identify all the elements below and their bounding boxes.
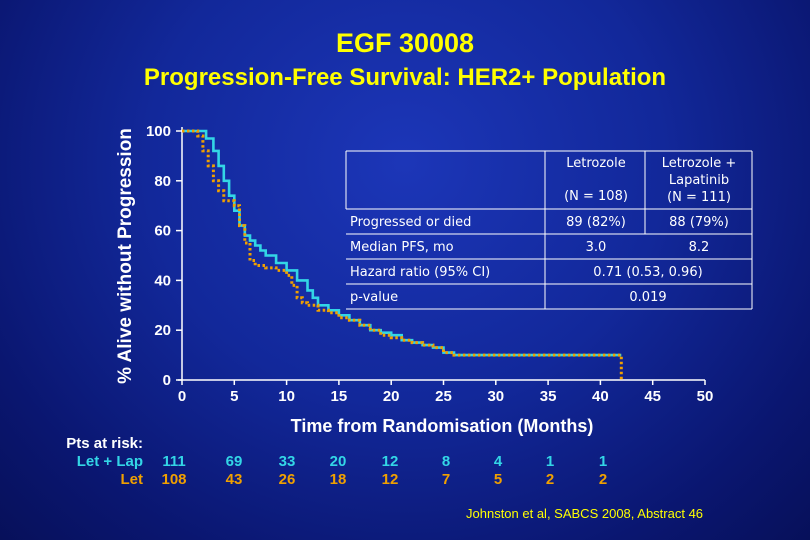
citation: Johnston et al, SABCS 2008, Abstract 46 <box>466 506 703 521</box>
col1-n: (N = 108) <box>564 189 628 204</box>
at-risk-label-let-lap: Let + Lap <box>77 453 143 470</box>
row-label-hazard-ratio: Hazard ratio (95% CI) <box>350 265 490 280</box>
row-label-p-value: p-value <box>350 290 398 305</box>
y-tick-label: 60 <box>154 223 171 240</box>
at-risk-value: 69 <box>226 453 243 470</box>
at-risk-value: 2 <box>546 471 554 488</box>
summary-table: Letrozole (N = 108) Letrozole + Lapatini… <box>345 150 753 310</box>
y-tick-label: 20 <box>154 322 171 339</box>
at-risk-table: Pts at risk: Let + Lap Let 111 69 33 20 12 8 4… <box>66 435 607 488</box>
col2-header-line3: (N = 111) <box>667 190 731 205</box>
y-tick-label: 80 <box>154 173 171 190</box>
at-risk-value: 20 <box>330 453 347 470</box>
x-tick-label: 30 <box>487 388 504 405</box>
x-tick-label: 50 <box>697 388 714 405</box>
at-risk-value: 5 <box>494 471 502 488</box>
row-label-median-pfs: Median PFS, mo <box>350 240 454 255</box>
x-tick-label: 35 <box>540 388 557 405</box>
x-tick-label: 25 <box>435 388 452 405</box>
at-risk-value: 43 <box>226 471 243 488</box>
x-tick-label: 0 <box>178 388 186 405</box>
series-line-let_lap <box>182 129 622 357</box>
at-risk-value: 7 <box>442 471 450 488</box>
row-median-pfs-col2: 8.2 <box>689 240 710 255</box>
series-line-let <box>182 129 623 380</box>
row-p-value-value: 0.019 <box>629 290 666 305</box>
x-tick-label: 45 <box>644 388 661 405</box>
row-progressed-col2: 88 (79%) <box>669 215 729 230</box>
at-risk-value: 26 <box>279 471 296 488</box>
at-risk-value: 4 <box>494 453 503 470</box>
col2-header-line1: Letrozole + <box>662 156 737 171</box>
x-tick-label: 10 <box>278 388 295 405</box>
col2-header-line2: Lapatinib <box>669 173 729 188</box>
at-risk-value: 2 <box>599 471 607 488</box>
at-risk-value: 1 <box>599 453 607 470</box>
x-tick-label: 40 <box>592 388 609 405</box>
x-axis-label: Time from Randomisation (Months) <box>291 416 594 436</box>
x-tick-label: 15 <box>331 388 348 405</box>
slide-title: EGF 30008 <box>335 28 475 58</box>
row-label-progressed: Progressed or died <box>350 215 471 230</box>
at-risk-value: 8 <box>442 453 450 470</box>
at-risk-value: 108 <box>161 471 186 488</box>
at-risk-value: 33 <box>279 453 296 470</box>
x-tick-label: 20 <box>383 388 400 405</box>
y-axis-label: % Alive without Progression <box>115 128 136 384</box>
at-risk-label-let: Let <box>121 471 144 488</box>
axes: 0 20 40 60 80 100 0 5 10 15 20 25 30 35 40 45 50 <box>146 123 713 405</box>
row-hazard-ratio-value: 0.71 (0.53, 0.96) <box>593 265 702 280</box>
slide-subtitle: Progression-Free Survival: HER2+ Populat… <box>143 64 667 91</box>
at-risk-value: 18 <box>330 471 347 488</box>
at-risk-value: 12 <box>382 453 399 470</box>
x-tick-label: 5 <box>230 388 238 405</box>
row-median-pfs-col1: 3.0 <box>586 240 607 255</box>
at-risk-value: 12 <box>382 471 399 488</box>
series-group <box>182 129 623 380</box>
at-risk-value: 1 <box>546 453 554 470</box>
y-tick-label: 0 <box>163 372 171 389</box>
row-progressed-col1: 89 (82%) <box>566 215 626 230</box>
y-tick-label: 40 <box>154 272 171 289</box>
col1-header: Letrozole <box>566 156 626 171</box>
at-risk-heading: Pts at risk: <box>66 435 143 452</box>
at-risk-value: 111 <box>162 453 185 470</box>
y-tick-label: 100 <box>146 123 171 140</box>
